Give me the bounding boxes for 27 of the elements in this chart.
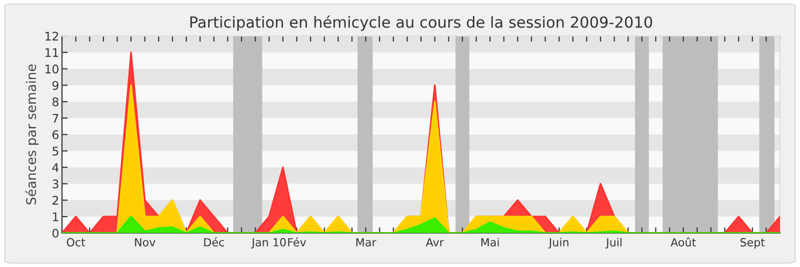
x-tick-label: Août	[670, 237, 696, 246]
x-tick-label: Sept	[740, 238, 765, 249]
x-tick-label: Jan 10	[251, 238, 286, 249]
y-tick-label: 12	[45, 32, 58, 40]
x-tick-label: Fév	[288, 237, 306, 246]
x-tick-label: Oct	[66, 238, 86, 246]
x-tick-label: Mai	[481, 238, 499, 246]
x-tick-label: Juin	[548, 238, 568, 249]
y-tick-label: 10	[45, 64, 58, 74]
y-tick-label: 3	[52, 179, 58, 188]
y-tick-label: 0	[52, 228, 58, 238]
y-tick-label: 1	[53, 212, 58, 222]
x-tick-label: Déc	[204, 237, 224, 246]
y-tick-label: 6	[52, 130, 58, 140]
y-tick-label: 7	[52, 114, 58, 123]
chart-title: Participation en hémicycle au cours de la session 2009-2010	[190, 15, 652, 31]
y-tick-label: 9	[52, 80, 58, 90]
x-tick-label: Avr	[426, 238, 444, 246]
y-tick-label: 11	[45, 48, 58, 57]
x-tick-label: Nov	[135, 238, 156, 246]
y-tick-label: 2	[52, 196, 58, 205]
x-tick-label: Mar	[356, 238, 376, 246]
y-tick-label: 5	[52, 146, 58, 156]
y-tick-label: 8	[52, 97, 58, 106]
y-axis-title: Séances par semaine	[25, 64, 39, 204]
x-tick-label: Juil	[605, 238, 622, 249]
y-tick-label: 4	[52, 163, 59, 172]
